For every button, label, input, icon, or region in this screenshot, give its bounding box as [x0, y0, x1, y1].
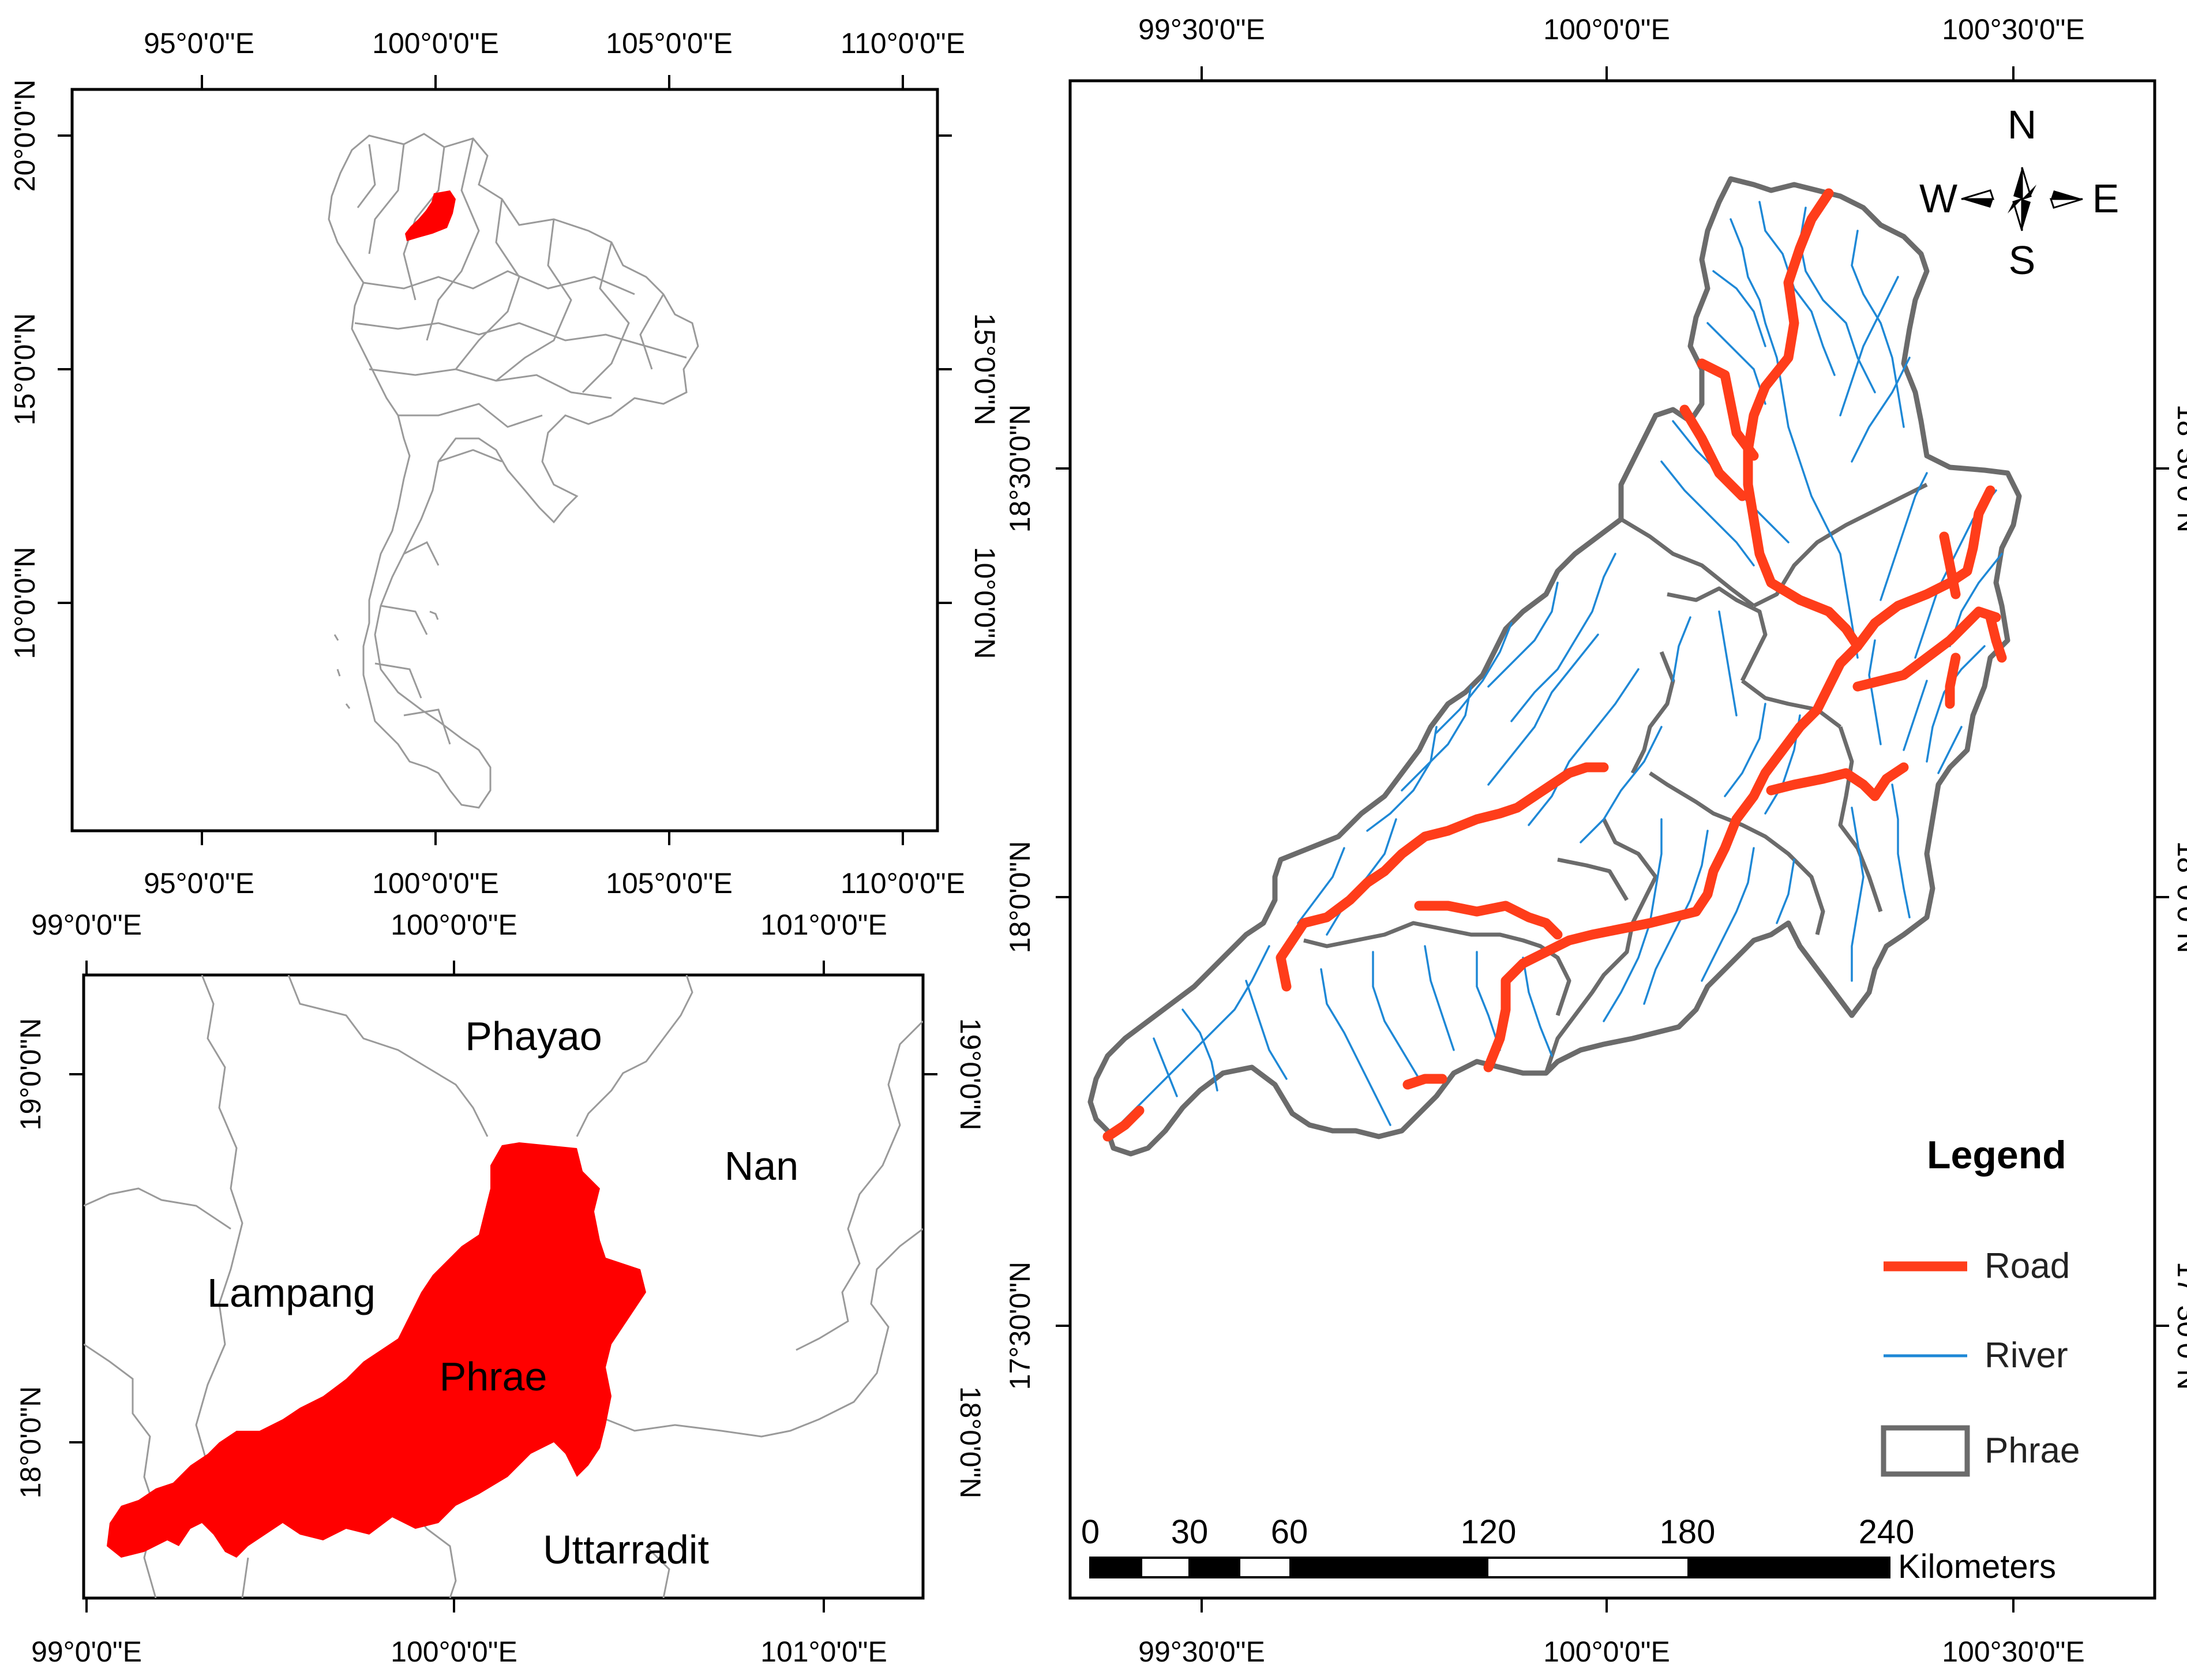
thailand-province-lines: [354, 138, 687, 745]
province-label-lampang: Lampang: [207, 1270, 376, 1315]
provinces-y-label-right-1: 19°0'0"N: [954, 1018, 986, 1131]
provinces-y-label-left-2: 18°0'0"N: [14, 1386, 47, 1499]
provinces-x-label-top-1: 99°0'0"E: [31, 909, 142, 941]
scale-tick-0: 0: [1081, 1513, 1100, 1551]
provinces-x-label-bottom-1: 99°0'0"E: [31, 1636, 142, 1668]
thailand-x-label-top-2: 100°0'0"E: [372, 27, 499, 59]
scale-tick-60: 60: [1271, 1513, 1308, 1551]
west-label: W: [1919, 176, 1957, 221]
main-x-label-top-2: 100°0'0"E: [1543, 13, 1670, 46]
neighbour-province-boundaries: [84, 975, 923, 1598]
sub-basin-boundaries: [1303, 482, 1928, 1074]
provinces-x-label-bottom-2: 100°0'0"E: [391, 1636, 517, 1668]
main-map: N S W E Legend Road River Phrae 0 30 60 …: [1004, 13, 2187, 1668]
province-label-phrae: Phrae: [440, 1354, 547, 1399]
main-y-label-left-1: 18°30'0"N: [1004, 404, 1036, 532]
scale-tick-120: 120: [1461, 1513, 1517, 1551]
thailand-y-label-right-2: 15°0'0"N: [969, 313, 1001, 426]
main-x-label-bottom-3: 100°30'0"E: [1942, 1636, 2085, 1668]
provinces-x-label-top-2: 100°0'0"E: [391, 909, 517, 941]
legend-title: Legend: [1927, 1133, 2066, 1177]
legend-phrae-swatch: [1881, 1425, 1970, 1477]
main-y-label-right-1: 18°30'0"N: [2171, 404, 2187, 532]
thailand-x-label-top-4: 110°0'0"E: [841, 27, 965, 59]
provinces-y-label-left-1: 19°0'0"N: [14, 1018, 47, 1131]
thailand-x-label-bottom-3: 105°0'0"E: [606, 867, 733, 899]
main-y-label-right-3: 17°30'0"N: [2171, 1262, 2187, 1390]
thailand-x-label-bottom-1: 95°0'0"E: [144, 867, 254, 899]
provinces-x-label-top-3: 101°0'0"E: [760, 909, 887, 941]
main-x-label-bottom-2: 100°0'0"E: [1543, 1636, 1670, 1668]
scale-tick-180: 180: [1660, 1513, 1716, 1551]
north-label: N: [2008, 102, 2037, 147]
legend-river-label: River: [1985, 1336, 2068, 1375]
scale-tick-30: 30: [1171, 1513, 1209, 1551]
main-y-label-right-2: 18°0'0"N: [2171, 841, 2187, 954]
thailand-outline: [328, 133, 699, 809]
thailand-x-label-bottom-2: 100°0'0"E: [372, 867, 499, 899]
main-y-label-left-3: 17°30'0"N: [1004, 1262, 1036, 1390]
north-arrow: N S W E: [1919, 102, 2119, 283]
province-label-nan: Nan: [725, 1143, 798, 1188]
south-label: S: [2009, 238, 2036, 283]
provinces-x-label-bottom-3: 101°0'0"E: [760, 1636, 887, 1668]
province-label-phayao: Phayao: [465, 1014, 602, 1059]
province-label-uttarradit: Uttarradit: [543, 1527, 709, 1572]
provinces-inset: Phayao Nan Lampang Phrae Uttarradit 99°0…: [14, 909, 986, 1668]
provinces-inset-frame: [82, 973, 925, 1600]
thailand-y-label-right-3: 10°0'0"N: [969, 547, 1001, 659]
legend-phrae-label: Phrae: [1985, 1431, 2080, 1471]
east-label: E: [2092, 176, 2120, 221]
thailand-y-label-left-1: 20°0'0"N: [9, 80, 41, 192]
phrae-locator-highlight: [405, 190, 456, 241]
main-x-label-top-1: 99°30'0"E: [1138, 13, 1265, 46]
scale-bar: 0 30 60 120 180 240 Kilometers: [1081, 1513, 2056, 1585]
legend: Legend Road River Phrae: [1881, 1133, 2080, 1477]
thailand-x-label-top-3: 105°0'0"E: [606, 27, 733, 59]
thailand-x-label-top-1: 95°0'0"E: [144, 27, 254, 59]
thailand-y-label-left-2: 15°0'0"N: [9, 313, 41, 426]
phrae-basin-outline: [1087, 176, 2022, 1157]
thailand-inset-frame: [70, 88, 939, 832]
main-x-label-top-3: 100°30'0"E: [1942, 13, 2085, 46]
phrae-province-shape: [107, 1142, 646, 1558]
river-network: [1118, 201, 2003, 1126]
thailand-inset: 95°0'0"E 100°0'0"E 105°0'0"E 110°0'0"E 9…: [9, 27, 1001, 899]
thailand-x-label-bottom-4: 110°0'0"E: [841, 867, 965, 899]
main-y-label-left-2: 18°0'0"N: [1004, 841, 1036, 954]
scale-tick-240: 240: [1859, 1513, 1915, 1551]
scale-unit: Kilometers: [1898, 1548, 2056, 1585]
thailand-y-label-left-3: 10°0'0"N: [9, 547, 41, 659]
main-x-label-bottom-1: 99°30'0"E: [1138, 1636, 1265, 1668]
provinces-y-label-right-2: 18°0'0"N: [954, 1386, 986, 1499]
road-network: [1102, 188, 2007, 1142]
main-map-frame: [1068, 79, 2156, 1600]
legend-road-label: Road: [1985, 1246, 2070, 1286]
